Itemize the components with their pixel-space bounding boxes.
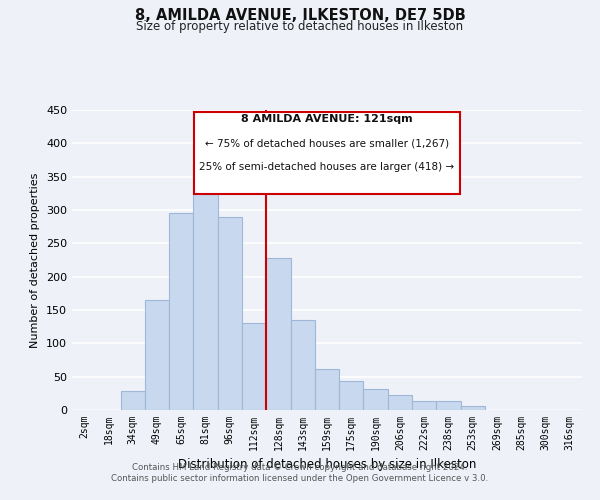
FancyBboxPatch shape — [194, 112, 460, 194]
Text: 8, AMILDA AVENUE, ILKESTON, DE7 5DB: 8, AMILDA AVENUE, ILKESTON, DE7 5DB — [134, 8, 466, 22]
Text: Contains public sector information licensed under the Open Government Licence v : Contains public sector information licen… — [112, 474, 488, 483]
Bar — [412, 400, 436, 410]
Bar — [193, 164, 218, 410]
Bar — [121, 392, 145, 410]
Bar — [290, 320, 315, 410]
Bar — [145, 300, 169, 410]
Bar — [436, 400, 461, 410]
Y-axis label: Number of detached properties: Number of detached properties — [31, 172, 40, 348]
Text: ← 75% of detached houses are smaller (1,267): ← 75% of detached houses are smaller (1,… — [205, 138, 449, 148]
Bar — [266, 258, 290, 410]
Text: Contains HM Land Registry data © Crown copyright and database right 2024.: Contains HM Land Registry data © Crown c… — [132, 462, 468, 471]
Bar — [169, 214, 193, 410]
Bar — [339, 380, 364, 410]
X-axis label: Distribution of detached houses by size in Ilkeston: Distribution of detached houses by size … — [178, 458, 476, 471]
Text: 25% of semi-detached houses are larger (418) →: 25% of semi-detached houses are larger (… — [199, 162, 455, 172]
Text: 8 AMILDA AVENUE: 121sqm: 8 AMILDA AVENUE: 121sqm — [241, 114, 413, 124]
Bar — [218, 216, 242, 410]
Text: Size of property relative to detached houses in Ilkeston: Size of property relative to detached ho… — [136, 20, 464, 33]
Bar — [461, 406, 485, 410]
Bar — [242, 324, 266, 410]
Bar — [364, 388, 388, 410]
Bar — [388, 394, 412, 410]
Bar — [315, 368, 339, 410]
